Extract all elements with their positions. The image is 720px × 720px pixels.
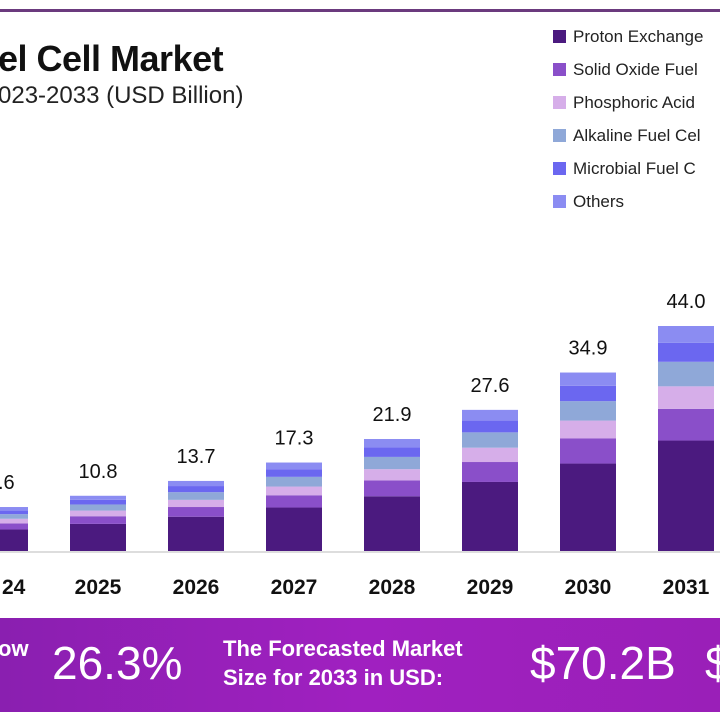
bar-segment bbox=[70, 516, 126, 524]
legend-label: Others bbox=[573, 191, 625, 211]
x-tick-label: 2031 bbox=[663, 576, 710, 599]
bar-segment bbox=[168, 516, 224, 551]
cagr-prefix: ow bbox=[0, 636, 29, 661]
bar-total-label: 21.9 bbox=[373, 404, 412, 426]
x-tick-label: 2029 bbox=[467, 576, 514, 599]
bar-segment bbox=[462, 447, 518, 463]
forecast-label: The Forecasted Market Size for 2033 in U… bbox=[223, 634, 463, 692]
bar-segment bbox=[70, 523, 126, 551]
bar-segment bbox=[658, 361, 714, 387]
bar-segment bbox=[560, 420, 616, 439]
legend-item: Phosphoric Acid bbox=[553, 86, 703, 119]
legend-item: Solid Oxide Fuel bbox=[553, 53, 703, 86]
trailing-value: $ bbox=[705, 637, 720, 689]
x-tick-label: 2025 bbox=[75, 576, 122, 599]
bar-segment bbox=[364, 447, 420, 457]
chart-title: el Cell Market bbox=[0, 38, 224, 79]
bar-total-label: 17.3 bbox=[275, 428, 314, 450]
x-tick-label: 2030 bbox=[565, 576, 612, 599]
bar-segment bbox=[364, 496, 420, 551]
bar-segment bbox=[168, 480, 224, 487]
legend-item: Alkaline Fuel Cel bbox=[553, 119, 703, 152]
legend-label: Phosphoric Acid bbox=[573, 92, 695, 112]
bar-segment bbox=[560, 372, 616, 386]
bar-total-label: 10.8 bbox=[79, 461, 118, 483]
bar-total-label: 34.9 bbox=[569, 338, 608, 360]
bar-segment bbox=[70, 504, 126, 511]
bar-segment bbox=[364, 469, 420, 481]
bar-segment bbox=[70, 495, 126, 500]
x-tick-label: 2028 bbox=[369, 576, 416, 599]
bar-segment bbox=[658, 386, 714, 409]
bar-total-label: .6 bbox=[0, 472, 15, 494]
legend-item: Microbial Fuel C bbox=[553, 152, 703, 185]
bar-segment bbox=[0, 523, 28, 530]
bar-total-label: 27.6 bbox=[471, 375, 510, 397]
bar-total-label: 13.7 bbox=[177, 446, 216, 468]
top-divider bbox=[0, 9, 720, 12]
bar-segment bbox=[266, 476, 322, 487]
forecast-label-line1: The Forecasted Market bbox=[223, 636, 463, 661]
legend-swatch bbox=[553, 195, 566, 208]
bar-segment bbox=[0, 518, 28, 524]
bar-segment bbox=[462, 420, 518, 433]
bar-segment bbox=[560, 438, 616, 464]
bar-segment bbox=[266, 469, 322, 477]
bar-segment bbox=[364, 439, 420, 448]
legend-swatch bbox=[553, 96, 566, 109]
summary-banner: ow 26.3% The Forecasted Market Size for … bbox=[0, 618, 720, 712]
bar-segment bbox=[168, 486, 224, 493]
x-tick-label: 2026 bbox=[173, 576, 220, 599]
legend: Proton Exchange Solid Oxide Fuel Phosphori… bbox=[553, 20, 703, 218]
bar-segment bbox=[462, 432, 518, 448]
bar-segment bbox=[658, 342, 714, 362]
legend-label: Proton Exchange bbox=[573, 26, 704, 46]
bar-segment bbox=[168, 492, 224, 500]
bar-segment bbox=[70, 499, 126, 505]
bar-segment bbox=[560, 385, 616, 402]
legend-swatch bbox=[553, 63, 566, 76]
forecast-value: $70.2B bbox=[530, 637, 676, 689]
legend-label: Alkaline Fuel Cel bbox=[573, 125, 701, 145]
legend-item: Proton Exchange bbox=[553, 20, 703, 53]
bar-segment bbox=[168, 507, 224, 517]
bar-segment bbox=[462, 409, 518, 421]
bar-segment bbox=[658, 326, 714, 343]
x-tick-label: 24 bbox=[2, 576, 26, 599]
x-tick-label: 2027 bbox=[271, 576, 318, 599]
bar-segment bbox=[0, 529, 28, 551]
legend-label: Microbial Fuel C bbox=[573, 158, 696, 178]
chart-subtitle: 023-2033 (USD Billion) bbox=[0, 82, 244, 109]
bar-segment bbox=[462, 481, 518, 551]
legend-swatch bbox=[553, 162, 566, 175]
bar-segment bbox=[658, 440, 714, 551]
bar-segment bbox=[70, 510, 126, 517]
legend-item: Others bbox=[553, 185, 703, 218]
bar-segment bbox=[364, 480, 420, 497]
legend-swatch bbox=[553, 30, 566, 43]
bar-segment bbox=[266, 462, 322, 470]
bar-total-label: 44.0 bbox=[667, 291, 706, 313]
bar-segment bbox=[266, 486, 322, 496]
bar-segment bbox=[168, 499, 224, 508]
bar-segment bbox=[266, 507, 322, 551]
bar-segment bbox=[658, 408, 714, 441]
bar-segment bbox=[266, 495, 322, 508]
bar-segment bbox=[462, 462, 518, 482]
cagr-value: 26.3% bbox=[52, 637, 183, 689]
legend-label: Solid Oxide Fuel bbox=[573, 59, 698, 79]
bar-segment bbox=[560, 401, 616, 421]
forecast-label-line2: Size for 2033 in USD: bbox=[223, 665, 444, 690]
bar-segment bbox=[560, 463, 616, 551]
bar-segment bbox=[0, 514, 28, 519]
bar-segment bbox=[0, 510, 28, 515]
bar-segment bbox=[0, 507, 28, 511]
bar-segment bbox=[364, 456, 420, 470]
legend-swatch bbox=[553, 129, 566, 142]
